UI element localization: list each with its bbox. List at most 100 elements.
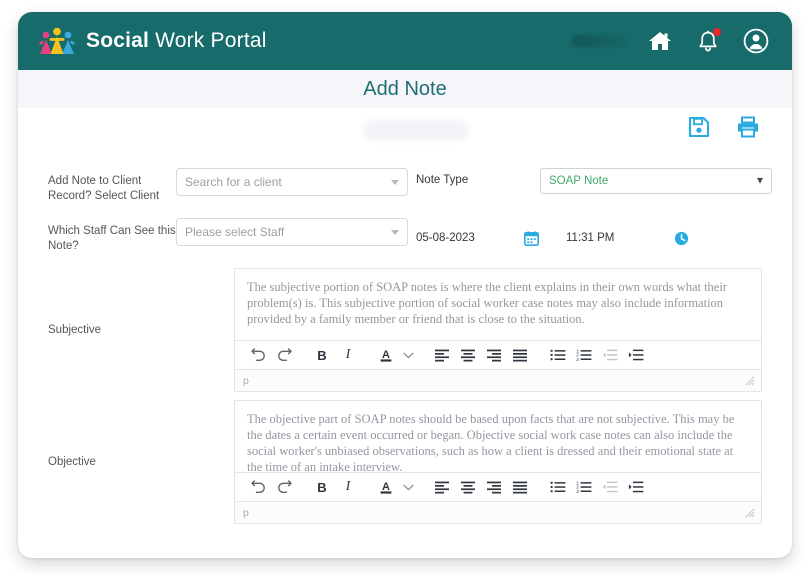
editor-label-objective: Objective [48,456,96,468]
action-icon-group [688,116,760,138]
staff-label: Which Staff Can See this Note? [48,225,176,252]
editor-status-subjective: p [234,370,762,392]
redo-icon[interactable] [271,475,297,499]
editor-toolbar-objective: B I A [234,472,762,502]
indent-icon[interactable] [623,475,649,499]
brand-title-bold: Social [86,29,150,52]
indent-icon[interactable] [623,343,649,367]
italic-label: I [345,347,351,362]
italic-button[interactable]: I [335,343,361,367]
svg-text:3: 3 [576,489,579,494]
svg-text:A: A [382,481,390,493]
editor-status-objective: p [234,502,762,524]
staff-field-cell: Please select Staff [176,218,408,246]
resize-handle[interactable] [745,508,755,518]
undo-icon[interactable] [245,343,271,367]
save-floppy-icon[interactable] [688,116,710,138]
bold-label: B [317,479,327,495]
svg-text:1: 1 [576,348,579,353]
account-circle-icon[interactable] [742,27,770,55]
chevron-down-icon[interactable] [399,343,417,367]
chevron-down-icon[interactable] [399,475,417,499]
bullet-list-icon[interactable] [545,343,571,367]
faded-pill-placeholder [363,120,468,140]
italic-button[interactable]: I [335,475,361,499]
align-right-icon[interactable] [481,475,507,499]
text-color-button[interactable]: A [373,343,399,367]
datetime-row: 05-08-2023 [416,224,762,252]
element-path-subjective: p [243,374,249,387]
editor-wrap-objective: The objective part of SOAP notes should … [234,400,762,524]
editor-wrap-subjective: The subjective portion of SOAP notes is … [234,268,762,392]
note-time-value[interactable]: 11:31 PM [566,232,615,244]
element-path-objective: p [243,506,249,519]
bold-button[interactable]: B [309,343,335,367]
client-select[interactable]: Search for a client [176,168,408,196]
client-label: Add Note to Client Record? Select Client [48,175,160,202]
editor-content-subjective[interactable]: The subjective portion of SOAP notes is … [234,268,762,340]
svg-text:1: 1 [576,480,579,485]
italic-label: I [345,479,351,494]
editors-area: Subjective The subjective portion of SOA… [18,268,792,524]
resize-handle[interactable] [745,376,755,386]
bold-label: B [317,347,327,363]
text-color-button[interactable]: A [373,475,399,499]
header-icon-group [646,27,770,55]
form-row-client: Add Note to Client Record? Select Client… [48,168,772,204]
editor-toolbar-subjective: B I A [234,340,762,370]
bold-button[interactable]: B [309,475,335,499]
note-type-value: SOAP Note [549,175,609,187]
redo-icon[interactable] [271,343,297,367]
brand[interactable]: Social Work Portal [36,26,267,56]
brand-title: Social Work Portal [86,29,267,53]
svg-text:A: A [382,349,390,361]
align-center-icon[interactable] [455,475,481,499]
app-header: Social Work Portal [18,12,792,70]
chevron-down-icon [391,179,399,185]
editor-content-objective[interactable]: The objective part of SOAP notes should … [234,400,762,474]
note-type-field-cell: SOAP Note ▾ [540,168,772,194]
datetime-cell: 05-08-2023 [408,218,762,252]
undo-icon[interactable] [245,475,271,499]
form-row-staff: Which Staff Can See this Note? Please se… [48,218,762,254]
clock-icon[interactable] [674,231,689,246]
client-select-placeholder: Search for a client [185,175,282,189]
staff-select-placeholder: Please select Staff [185,225,285,239]
align-left-icon[interactable] [429,343,455,367]
home-icon[interactable] [646,27,674,55]
note-type-label: Note Type [416,174,469,186]
client-field-cell: Search for a client [176,168,408,196]
editor-block-objective: Objective The objective part of SOAP not… [48,400,762,524]
app-window: Social Work Portal [18,12,792,558]
outdent-icon[interactable] [597,475,623,499]
page-title-bar: Add Note [18,70,792,108]
align-justify-icon[interactable] [507,475,533,499]
page-title: Add Note [363,77,447,100]
brand-title-light: Work Portal [149,29,267,52]
align-justify-icon[interactable] [507,343,533,367]
people-group-logo-icon [36,26,78,56]
editor-block-subjective: Subjective The subjective portion of SOA… [48,268,762,392]
action-row [18,108,792,158]
faded-menu-placeholder-icon [572,35,628,47]
note-date-value[interactable]: 05-08-2023 [416,232,475,244]
chevron-down-icon: ▾ [756,173,763,187]
staff-select[interactable]: Please select Staff [176,218,408,246]
align-left-icon[interactable] [429,475,455,499]
editor-label-subjective: Subjective [48,324,102,336]
svg-text:2: 2 [576,485,579,490]
form-area: Add Note to Client Record? Select Client… [18,158,792,254]
svg-text:3: 3 [576,357,579,362]
calendar-icon[interactable] [524,230,566,246]
outdent-icon[interactable] [597,343,623,367]
print-icon[interactable] [736,116,760,138]
svg-text:2: 2 [576,353,579,358]
bell-icon[interactable] [694,27,722,55]
align-center-icon[interactable] [455,343,481,367]
bullet-list-icon[interactable] [545,475,571,499]
align-right-icon[interactable] [481,343,507,367]
chevron-down-icon [391,229,399,235]
note-type-select[interactable]: SOAP Note ▾ [540,168,772,194]
